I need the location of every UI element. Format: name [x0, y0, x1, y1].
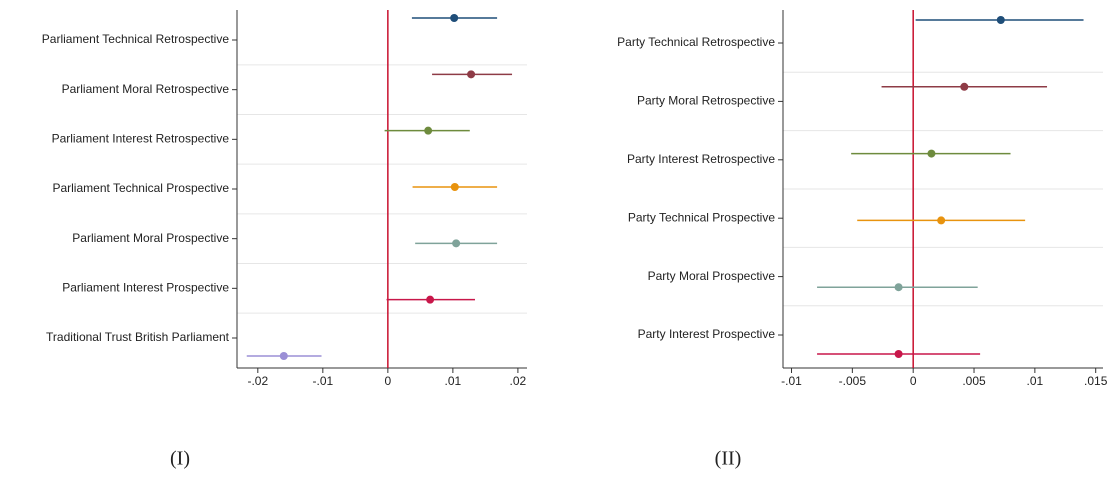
point-estimate	[894, 283, 903, 292]
y-tick-label: Party Technical Prospective	[628, 210, 776, 224]
point-estimate	[424, 126, 433, 135]
x-tick-label: 0	[910, 374, 917, 388]
y-tick-label: Parliament Technical Retrospective	[42, 32, 230, 46]
x-tick-label: .01	[1027, 374, 1044, 388]
point-estimate	[450, 14, 459, 22]
panel-caption: (I)	[170, 448, 190, 470]
point-estimate	[450, 183, 459, 191]
point-estimate	[426, 295, 435, 304]
x-tick-label: .015	[1084, 374, 1108, 388]
point-estimate	[894, 350, 903, 358]
y-tick-label: Party Moral Retrospective	[637, 94, 775, 108]
x-tick-label: .005	[962, 374, 986, 388]
point-estimate	[960, 82, 969, 91]
y-tick-label: Traditional Trust British Parliament	[46, 330, 230, 344]
y-tick-label: Parliament Interest Retrospective	[52, 132, 230, 146]
x-tick-label: 0	[385, 374, 392, 388]
x-tick-label: -.01	[781, 374, 802, 388]
point-estimate	[927, 149, 936, 158]
x-tick-label: .01	[445, 374, 462, 388]
x-tick-label: -.005	[839, 374, 867, 388]
x-tick-label: .02	[510, 374, 527, 388]
x-tick-label: -.01	[312, 374, 333, 388]
panel-caption: (II)	[715, 448, 742, 470]
y-tick-label: Party Interest Retrospective	[627, 152, 775, 166]
point-estimate	[996, 16, 1005, 24]
y-tick-label: Party Moral Prospective	[648, 269, 776, 283]
y-tick-label: Parliament Interest Prospective	[62, 281, 229, 295]
y-tick-label: Party Technical Retrospective	[617, 35, 775, 49]
point-estimate	[937, 216, 946, 225]
point-estimate	[452, 239, 461, 248]
x-tick-label: -.02	[247, 374, 268, 388]
point-estimate	[279, 352, 288, 360]
point-estimate	[467, 70, 476, 79]
y-tick-label: Party Interest Prospective	[638, 327, 776, 341]
y-tick-label: Parliament Technical Prospective	[52, 181, 229, 195]
y-tick-label: Parliament Moral Prospective	[72, 231, 229, 245]
y-tick-label: Parliament Moral Retrospective	[62, 82, 230, 96]
